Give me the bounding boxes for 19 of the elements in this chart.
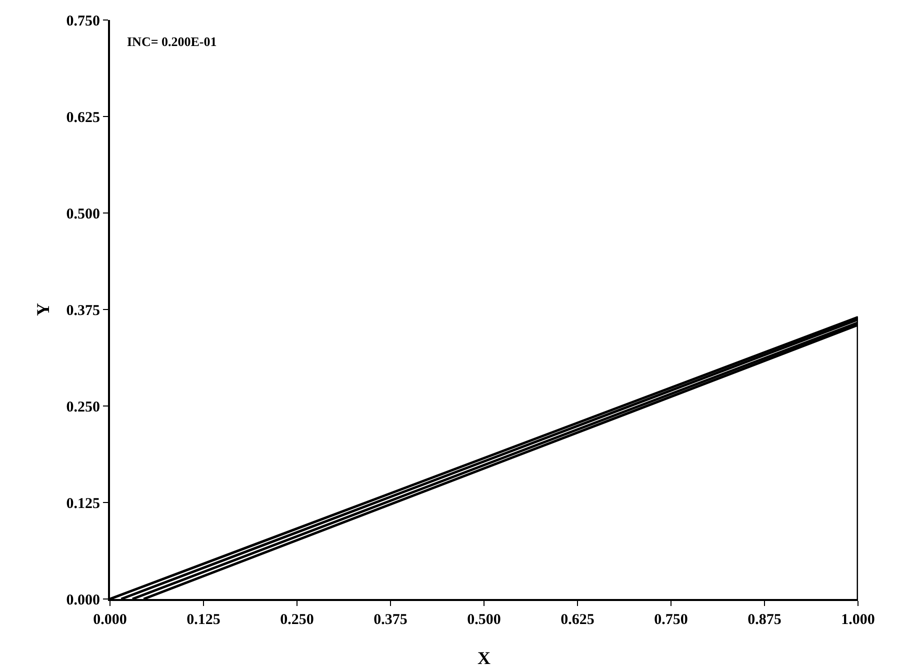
y-tick-label: 0.625 bbox=[66, 110, 100, 126]
x-tick-label: 0.375 bbox=[374, 612, 408, 628]
y-tick-label: 0.000 bbox=[66, 592, 100, 608]
y-tick-label: 0.750 bbox=[66, 13, 100, 30]
annotation: INC= 0.200E-01 bbox=[127, 34, 217, 49]
x-tick-label: 0.875 bbox=[748, 612, 782, 628]
y-axis-title: Y bbox=[32, 303, 53, 316]
x-tick-label: 0.000 bbox=[93, 612, 127, 628]
y-tick-label: 0.125 bbox=[66, 496, 100, 512]
x-axis-title: X bbox=[478, 648, 490, 668]
y-tick-label: 0.500 bbox=[66, 206, 100, 222]
x-tick-label: 0.750 bbox=[654, 612, 688, 628]
x-tick-label: 0.250 bbox=[280, 612, 314, 628]
y-tick-label: 0.250 bbox=[66, 399, 100, 416]
x-tick-label: 0.125 bbox=[186, 612, 220, 628]
x-tick-label: 0.500 bbox=[467, 612, 501, 628]
x-tick-label: 1.000 bbox=[841, 612, 875, 628]
x-tick-label: 0.625 bbox=[560, 612, 594, 628]
y-tick-label: 0.375 bbox=[66, 302, 100, 319]
